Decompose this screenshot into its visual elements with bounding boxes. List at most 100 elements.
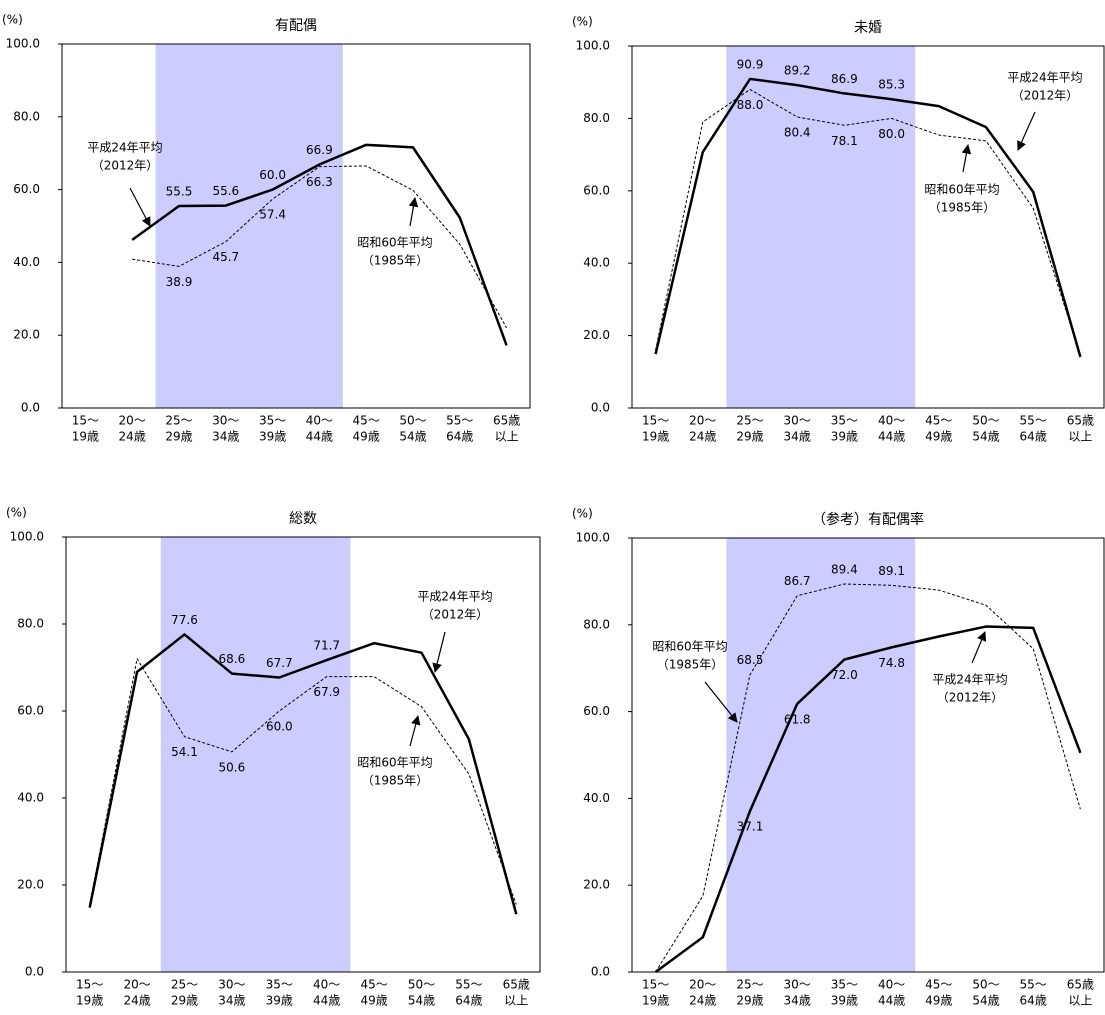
y-tick-label: 0.0 <box>591 965 610 979</box>
x-tick-label: 65歳 <box>1067 978 1094 992</box>
annotation-arrow <box>961 144 972 173</box>
series-label: 昭和60年平均 <box>357 236 432 250</box>
y-tick-label: 100.0 <box>10 530 44 544</box>
y-axis-unit: (%) <box>572 15 593 29</box>
y-tick-label: 60.0 <box>17 704 44 718</box>
data-label: 72.0 <box>831 668 858 682</box>
x-tick-label: 以上 <box>1068 994 1092 1008</box>
annotation-arrow <box>1017 111 1036 151</box>
y-tick-label: 40.0 <box>17 791 44 805</box>
data-label: 57.4 <box>259 208 286 222</box>
series-label: 平成24年平均 <box>417 590 492 604</box>
highlight-band <box>155 44 343 408</box>
y-tick-label: 20.0 <box>17 878 44 892</box>
y-tick-label: 80.0 <box>17 617 44 631</box>
data-label: 50.6 <box>219 760 246 774</box>
x-tick-label: 34歳 <box>784 430 811 444</box>
x-tick-label: 15～ <box>642 978 669 992</box>
highlight-band <box>160 537 351 972</box>
x-tick-label: 44歳 <box>878 994 905 1008</box>
x-tick-label: 20～ <box>689 414 716 428</box>
y-tick-label: 100.0 <box>576 39 610 53</box>
x-tick-label: 40～ <box>313 978 340 992</box>
x-tick-label: 19歳 <box>76 994 103 1008</box>
annotation-arrow <box>432 631 446 673</box>
x-tick-label: 44歳 <box>878 430 905 444</box>
data-label: 85.3 <box>878 78 905 92</box>
data-label: 80.4 <box>784 125 811 139</box>
x-tick-label: 64歳 <box>1020 994 1047 1008</box>
x-tick-label: 以上 <box>504 994 528 1008</box>
y-tick-label: 80.0 <box>13 109 40 123</box>
data-label: 80.0 <box>878 127 905 141</box>
x-tick-label: 15～ <box>72 414 99 428</box>
data-label: 77.6 <box>171 613 198 627</box>
series-year-label: （1985年） <box>362 774 429 788</box>
data-label: 74.8 <box>878 656 905 670</box>
x-tick-label: 25～ <box>736 978 763 992</box>
x-tick-label: 15～ <box>642 414 669 428</box>
x-tick-label: 54歳 <box>399 430 426 444</box>
x-tick-label: 20～ <box>123 978 150 992</box>
chart-title: （参考）有配偶率 <box>812 511 924 528</box>
y-tick-label: 60.0 <box>583 183 610 197</box>
series-line <box>131 143 508 346</box>
series-label: 昭和60年平均 <box>924 183 999 197</box>
y-tick-label: 40.0 <box>583 791 610 805</box>
x-tick-label: 50～ <box>972 978 999 992</box>
x-tick-label: 19歳 <box>642 994 669 1008</box>
x-tick-label: 65歳 <box>1067 414 1094 428</box>
series-line <box>132 165 508 329</box>
plot-frame <box>631 45 1105 409</box>
x-tick-label: 19歳 <box>642 430 669 444</box>
x-tick-label: 以上 <box>495 430 519 444</box>
y-tick-label: 60.0 <box>13 182 40 196</box>
x-tick-label: 54歳 <box>972 994 999 1008</box>
x-tick-label: 54歳 <box>408 994 435 1008</box>
x-tick-label: 65歳 <box>503 978 530 992</box>
x-tick-label: 40～ <box>878 414 905 428</box>
series-year-label: （1985年） <box>362 254 429 268</box>
data-label: 67.9 <box>313 685 340 699</box>
chart-title: 未婚 <box>854 20 882 36</box>
series-year-label: （2012年） <box>92 159 159 173</box>
x-tick-label: 20～ <box>119 414 146 428</box>
x-tick-label: 24歳 <box>689 430 716 444</box>
x-tick-label: 24歳 <box>119 430 146 444</box>
data-label: 89.1 <box>878 564 905 578</box>
series-line <box>89 658 517 905</box>
data-label: 66.9 <box>306 143 333 157</box>
x-tick-label: 54歳 <box>972 430 999 444</box>
x-tick-label: 35～ <box>259 414 286 428</box>
x-tick-label: 55～ <box>1020 978 1047 992</box>
data-label: 60.0 <box>259 168 286 182</box>
data-label: 89.2 <box>784 64 811 78</box>
x-tick-label: 39歳 <box>266 994 293 1008</box>
chart-title: 有配偶 <box>275 18 317 34</box>
plot-frame <box>631 537 1105 973</box>
y-tick-label: 40.0 <box>583 256 610 270</box>
data-label: 89.4 <box>831 563 858 577</box>
x-tick-label: 25～ <box>165 414 192 428</box>
x-tick-label: 64歳 <box>1020 430 1047 444</box>
y-axis-unit: (%) <box>2 13 23 27</box>
highlight-band <box>726 46 916 408</box>
data-label: 68.6 <box>219 652 246 666</box>
x-tick-label: 44歳 <box>313 994 340 1008</box>
x-tick-label: 15～ <box>76 978 103 992</box>
x-tick-label: 50～ <box>399 414 426 428</box>
x-tick-label: 39歳 <box>259 430 286 444</box>
series-line <box>654 77 1082 358</box>
annotation-arrow <box>409 715 421 747</box>
x-tick-label: 30～ <box>784 978 811 992</box>
data-label: 37.1 <box>737 819 764 833</box>
y-tick-label: 20.0 <box>583 878 610 892</box>
series-label: 平成24年平均 <box>87 141 162 155</box>
x-tick-label: 50～ <box>972 414 999 428</box>
data-label: 66.3 <box>306 175 333 189</box>
series-line <box>88 633 518 915</box>
x-tick-label: 34歳 <box>784 994 811 1008</box>
x-tick-label: 29歳 <box>736 994 763 1008</box>
x-tick-label: 以上 <box>1068 430 1092 444</box>
